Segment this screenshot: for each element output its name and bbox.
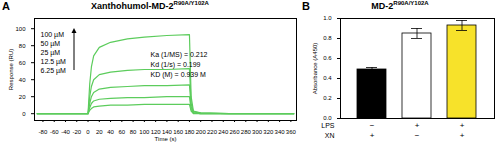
svg-text:300: 300 <box>252 129 263 135</box>
svg-text:6.25 µM: 6.25 µM <box>41 67 67 75</box>
svg-text:+: + <box>370 131 375 140</box>
svg-text:KD (M) = 0.939 M: KD (M) = 0.939 M <box>151 71 207 79</box>
svg-text:0.4: 0.4 <box>323 75 332 81</box>
svg-text:0: 0 <box>22 111 26 117</box>
svg-text:Time (s): Time (s) <box>155 136 177 142</box>
svg-text:340: 340 <box>275 129 286 135</box>
svg-text:0.8: 0.8 <box>323 35 332 41</box>
svg-text:360: 360 <box>286 129 297 135</box>
svg-text:120: 120 <box>151 129 162 135</box>
svg-text:80: 80 <box>130 129 137 135</box>
html-text:A: A <box>2 0 10 12</box>
svg-text:140: 140 <box>162 129 173 135</box>
html-text:MD-2R90A/Y102A: MD-2R90A/Y102A <box>371 0 429 11</box>
svg-text:20: 20 <box>19 94 26 100</box>
svg-text:0.2: 0.2 <box>323 95 332 101</box>
svg-text:100: 100 <box>15 26 26 32</box>
svg-text:Ka (1/MS) = 0.212: Ka (1/MS) = 0.212 <box>151 51 208 59</box>
svg-text:Response (RU): Response (RU) <box>8 49 14 90</box>
svg-text:20: 20 <box>96 129 103 135</box>
svg-text:−: − <box>370 121 375 130</box>
svg-text:260: 260 <box>230 129 241 135</box>
svg-text:XN: XN <box>325 132 335 139</box>
svg-text:12.5 µM: 12.5 µM <box>41 58 67 66</box>
svg-text:-40: -40 <box>61 129 70 135</box>
svg-text:60: 60 <box>118 129 125 135</box>
svg-text:180: 180 <box>184 129 195 135</box>
svg-text:25 µM: 25 µM <box>41 49 61 57</box>
svg-text:0.0: 0.0 <box>323 115 332 122</box>
svg-text:280: 280 <box>241 129 252 135</box>
svg-text:+: + <box>460 121 465 130</box>
svg-text:0.6: 0.6 <box>323 55 332 61</box>
svg-text:40: 40 <box>107 129 114 135</box>
svg-text:+: + <box>460 131 465 140</box>
svg-text:50 µM: 50 µM <box>41 40 61 48</box>
svg-text:1.0: 1.0 <box>323 15 332 21</box>
svg-text:Absorbance (A450): Absorbance (A450) <box>312 43 318 95</box>
svg-text:320: 320 <box>263 129 274 135</box>
svg-text:0: 0 <box>86 129 90 135</box>
svg-text:-60: -60 <box>50 129 59 135</box>
svg-text:-80: -80 <box>39 129 48 135</box>
svg-text:−: − <box>415 131 420 140</box>
svg-text:220: 220 <box>207 129 218 135</box>
svg-text:160: 160 <box>173 129 184 135</box>
svg-text:Kd (1/s) = 0.199: Kd (1/s) = 0.199 <box>151 61 201 69</box>
html-text:Xanthohumol-MD-2R90A/Y102A: Xanthohumol-MD-2R90A/Y102A <box>91 0 209 11</box>
svg-text:-20: -20 <box>72 129 81 135</box>
svg-text:+: + <box>415 121 420 130</box>
svg-text:LPS: LPS <box>321 122 335 129</box>
svg-text:240: 240 <box>218 129 229 135</box>
svg-text:200: 200 <box>196 129 207 135</box>
svg-text:100 µM: 100 µM <box>41 31 65 39</box>
html-text:B: B <box>302 0 310 12</box>
svg-text:40: 40 <box>19 77 26 83</box>
svg-text:100: 100 <box>139 129 150 135</box>
svg-text:80: 80 <box>19 43 26 49</box>
svg-text:60: 60 <box>19 60 26 66</box>
